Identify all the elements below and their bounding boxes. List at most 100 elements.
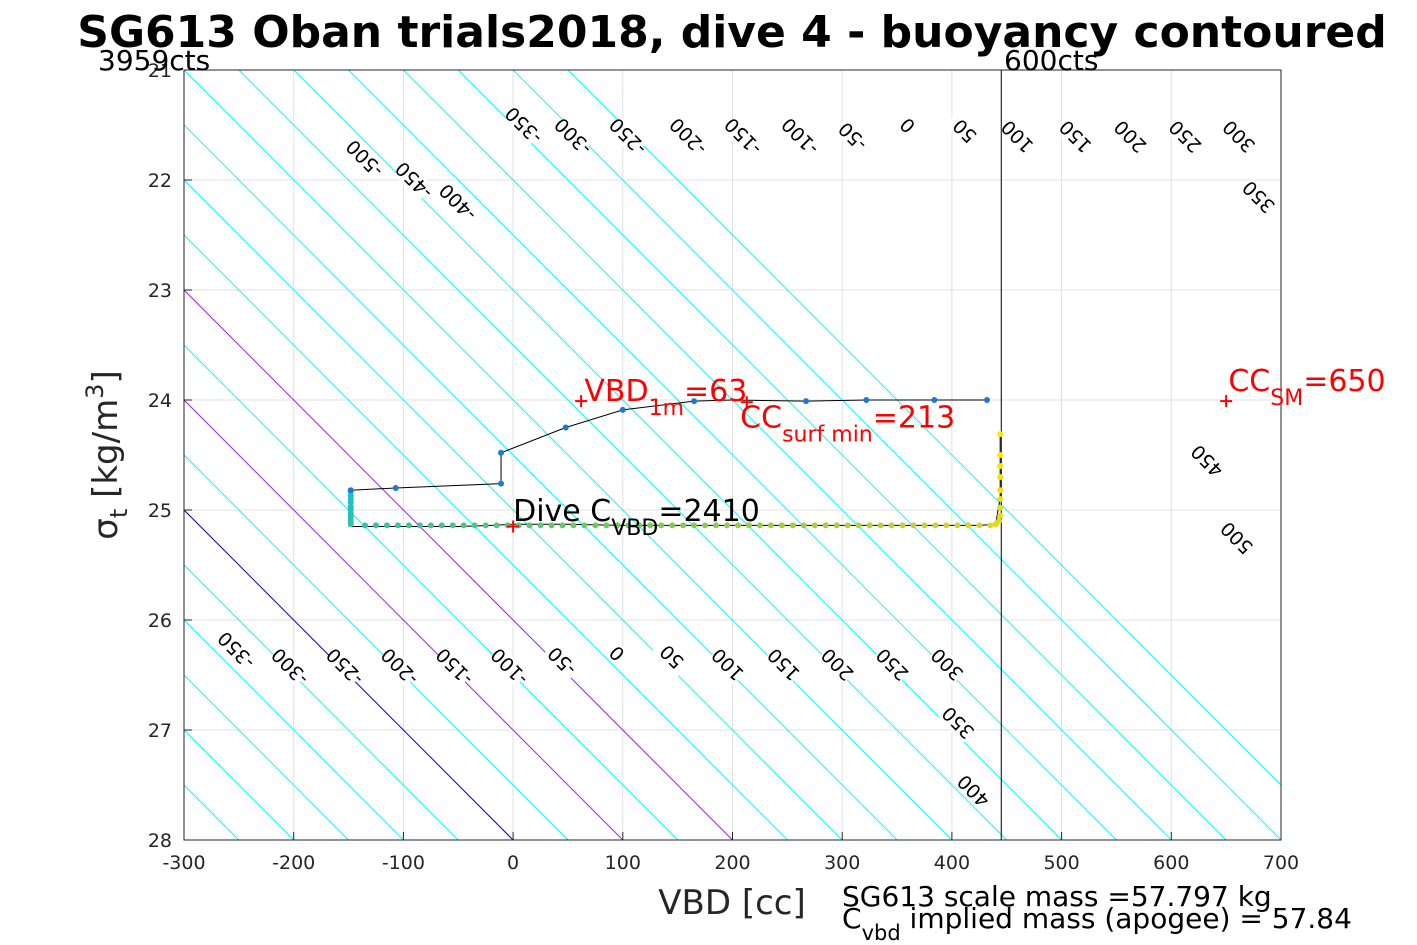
contour-label-bg: [1055, 116, 1095, 157]
dive-point: [921, 522, 928, 529]
dive-point: [932, 522, 939, 529]
vbd-1m-value: =63: [684, 374, 747, 409]
dive-point: [482, 522, 489, 529]
contour-label-bg: [887, 105, 928, 146]
contour-label-bg: [503, 105, 544, 146]
dive-point: [581, 522, 588, 529]
contour-label-bg: [434, 647, 475, 687]
cc-surf-min-value: =213: [873, 401, 955, 436]
chart-title: SG613 Oban trials2018, dive 4 - buoyancy…: [77, 7, 1387, 58]
contour-line: [184, 564, 459, 840]
climb-point: [562, 424, 569, 431]
dive-point: [559, 522, 566, 529]
contour-label-bg: [541, 641, 582, 682]
dive-points: [347, 397, 1004, 529]
contour-line: [184, 289, 733, 840]
dive-point: [997, 452, 1004, 458]
contour-label-bg: [324, 647, 365, 687]
x-tick-label: 500: [1043, 852, 1079, 874]
x-tick-label: 700: [1263, 852, 1299, 874]
red-markers: [507, 395, 1233, 533]
climb-point: [347, 487, 354, 494]
dive-point: [789, 522, 796, 529]
x-tick-label: -300: [162, 852, 205, 874]
contour-line: [184, 70, 953, 840]
cc-sm-main: CC: [1228, 364, 1270, 399]
scale-mass-text: SG613 scale mass =57.797 kg: [842, 880, 1272, 913]
dive-point: [537, 522, 544, 529]
y-axis-label-main: σ: [86, 518, 126, 540]
dive-point: [702, 522, 709, 529]
dive-point: [460, 522, 467, 529]
dive-point: [997, 431, 1004, 438]
contour-line: [512, 70, 1281, 840]
dive-point: [362, 522, 369, 529]
dive-point: [647, 522, 654, 529]
dive-point: [416, 522, 423, 529]
x-tick-label: 0: [507, 852, 519, 874]
contour-label-bg: [651, 637, 692, 677]
vbd-min-label: 600cts: [1004, 44, 1098, 77]
climb-point: [863, 397, 870, 403]
contour-label-bg: [937, 703, 978, 743]
dive-point: [997, 504, 1004, 511]
dive-point: [658, 522, 665, 529]
contour-label-bg: [763, 644, 804, 685]
contour-label-bg: [1216, 518, 1257, 559]
x-axis-label: VBD [cc]: [658, 883, 806, 923]
dive-point: [347, 521, 354, 528]
contour-line: [293, 70, 1062, 840]
dive-cvbd-annotation: Dive CVBD=2410: [513, 494, 760, 541]
implied-mass-sub: vbd: [862, 921, 901, 945]
contour-label-bg: [1165, 116, 1205, 157]
dive-point: [669, 522, 676, 529]
climb-trace-line: [350, 399, 988, 491]
dive-point: [372, 522, 379, 529]
contour-line: [184, 509, 514, 840]
dive-point: [438, 522, 445, 529]
contour-label-bg: [489, 647, 529, 687]
dive-point: [471, 522, 478, 529]
contour-label-bg: [832, 116, 873, 157]
dive-point: [833, 522, 840, 529]
dive-point: [394, 522, 401, 529]
dive-point: [614, 522, 621, 529]
dive-point: [954, 522, 961, 529]
dive-point: [910, 522, 917, 529]
dive-point: [548, 522, 555, 529]
dive-point: [822, 522, 829, 529]
y-axis-ticks: 21 22 23 24 25 26 27 28: [148, 60, 192, 852]
dive-point: [866, 522, 873, 529]
y-tick-label: 28: [148, 830, 172, 852]
dive-point: [877, 522, 884, 529]
dive-cvbd-value: =2410: [658, 494, 759, 529]
x-tick-label: 100: [605, 852, 641, 874]
contour-label-bg: [780, 116, 820, 157]
implied-mass-rest: implied mass (apogee) = 57.84: [901, 902, 1352, 935]
dive-point: [691, 522, 698, 529]
climb-point: [498, 449, 505, 456]
dive-point: [811, 522, 818, 529]
dive-point: [767, 522, 774, 529]
contour-label-bg: [607, 116, 648, 157]
contour-label-bg: [344, 138, 385, 179]
contour-line: [184, 619, 404, 840]
dive-point: [405, 522, 412, 529]
contour-line: [348, 70, 1117, 840]
dive-point: [347, 499, 354, 506]
x-tick-label: -200: [272, 852, 315, 874]
contour-line: [238, 70, 1008, 840]
dive-point: [997, 463, 1004, 469]
dive-point: [724, 522, 731, 529]
dive-point: [996, 518, 1003, 524]
y-tick-label: 24: [148, 390, 172, 412]
implied-mass-text: Cvbd implied mass (apogee) = 57.84: [842, 902, 1352, 945]
x-tick-label: 400: [934, 852, 970, 874]
contour-line: [184, 674, 349, 840]
vbd-1m-main: VBD: [584, 374, 648, 409]
dive-point: [570, 522, 577, 529]
dive-point: [997, 512, 1004, 519]
implied-mass-main: C: [842, 902, 862, 935]
dive-point: [625, 522, 632, 529]
contour-line: [184, 399, 624, 840]
